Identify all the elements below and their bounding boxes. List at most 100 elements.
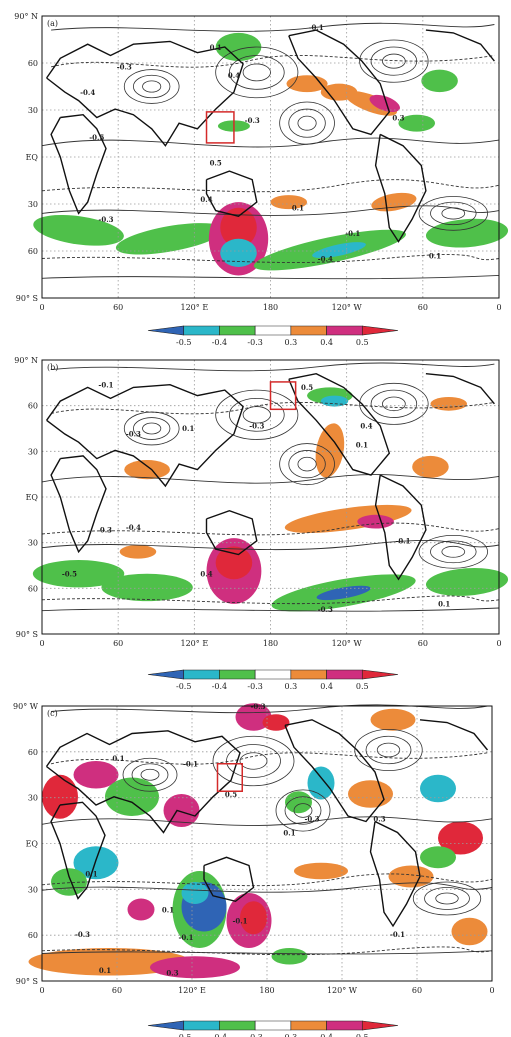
contour-label: 0.1 xyxy=(429,252,441,261)
contour-label: 0.1 xyxy=(438,600,450,609)
anomaly-patch xyxy=(420,846,456,869)
lon-tick-label: 120° E xyxy=(178,986,206,995)
colorbar-tick-label: -0.3 xyxy=(247,682,262,691)
contour-label: 0.1 xyxy=(210,43,222,52)
contour-line xyxy=(41,595,500,605)
anomaly-patch xyxy=(294,862,348,880)
contour-label: -0.4 xyxy=(318,254,333,263)
contour-line xyxy=(41,882,493,893)
grid-lines xyxy=(42,706,492,981)
contour-loop xyxy=(412,881,482,916)
contour-loop xyxy=(418,534,488,569)
lat-label-bottom: 90° S xyxy=(16,977,38,986)
coastline xyxy=(288,29,391,136)
colorbar-tick-label: 0.5 xyxy=(356,338,369,347)
contour-loop xyxy=(242,63,271,82)
coastline xyxy=(203,856,255,903)
lon-tick-label: 60 xyxy=(112,986,122,995)
anomaly-patch xyxy=(101,573,193,602)
anomaly-patch xyxy=(425,567,509,596)
contour-line xyxy=(41,873,493,887)
contour-label: 0.5 xyxy=(301,383,313,392)
contour-line xyxy=(41,205,500,216)
contour-line xyxy=(41,540,500,551)
contour-loop xyxy=(441,545,466,558)
contour-line xyxy=(41,137,500,148)
colorbar-segment xyxy=(147,1020,185,1031)
contour-line xyxy=(41,254,500,263)
contour-loop xyxy=(376,742,401,758)
coastline xyxy=(374,474,427,581)
coastline xyxy=(50,801,106,900)
anomaly-patch xyxy=(262,714,290,731)
anomaly-patch xyxy=(270,195,308,210)
anomaly-patch xyxy=(421,69,458,93)
anomaly-patch xyxy=(127,898,155,921)
contour-line xyxy=(41,816,493,826)
map-frame xyxy=(41,359,500,635)
contour-label: 0.4 xyxy=(228,71,240,80)
contour-label: -0.1 xyxy=(232,916,247,925)
colorbar-tick-label: -0.4 xyxy=(212,682,227,691)
panel-label: (c) xyxy=(47,709,58,718)
contour-loop xyxy=(382,396,406,412)
contour-loop xyxy=(293,803,313,818)
lat-tick-label: 30 xyxy=(28,885,38,894)
anomaly-patch xyxy=(271,948,308,965)
lat-label-top: 90° W xyxy=(13,702,39,711)
contour-loop xyxy=(239,752,268,770)
contour-loop xyxy=(140,768,160,781)
lat-tick-label: EQ xyxy=(26,840,39,849)
anomaly-patch xyxy=(220,207,257,248)
colorbar-tick-label: 0.5 xyxy=(356,682,369,691)
contour-line xyxy=(41,522,500,536)
contour-label: -0.3 xyxy=(304,815,319,824)
contour-label: 0.3 xyxy=(100,526,112,535)
anomaly-patch xyxy=(105,777,159,816)
lon-tick-label: 60 xyxy=(418,303,428,312)
anomaly-patch xyxy=(42,774,78,819)
lat-tick-label: EQ xyxy=(26,153,39,162)
anomaly-patch xyxy=(28,948,191,976)
colorbar-tick-label: -0.5 xyxy=(176,338,191,347)
contour-loop xyxy=(228,55,285,90)
anomaly-patch xyxy=(371,192,417,212)
anomaly-patch xyxy=(220,238,257,267)
colorbar-segment xyxy=(219,325,256,336)
contour-loop xyxy=(418,196,488,231)
contour-line xyxy=(41,474,500,484)
anomaly-patch xyxy=(235,703,272,731)
contour-loop xyxy=(382,53,406,69)
lon-tick-label: 180 xyxy=(263,639,278,648)
colorbar: -0.5 -0.4 -0.3 0.3 0.4 0.5 xyxy=(147,669,399,691)
anomaly-patch xyxy=(398,114,436,132)
colorbar-segment xyxy=(183,1020,220,1031)
contour-label: 0.3 xyxy=(166,969,178,978)
lat-tick-label: 30 xyxy=(28,200,38,209)
contour-loop xyxy=(297,456,317,472)
contour-label: -0.1 xyxy=(345,229,360,238)
contour-line xyxy=(41,179,500,193)
colorbar: -0.5 -0.4 -0.3 0.3 0.4 0.5 xyxy=(147,1020,399,1037)
coastline xyxy=(425,373,495,405)
anomaly-patch xyxy=(425,218,509,248)
contour-line xyxy=(41,274,500,280)
coastline xyxy=(45,730,241,834)
lat-tick-label: 60 xyxy=(28,931,38,940)
contour-label: 0.3 xyxy=(373,815,385,824)
contour-label: 0.1 xyxy=(99,966,111,975)
contour-label: -0.1 xyxy=(395,537,410,546)
contour-loop xyxy=(132,74,171,99)
anomaly-patch xyxy=(51,868,87,896)
anomaly-patch xyxy=(124,460,170,480)
contour-label: 0.4 xyxy=(200,195,212,204)
contour-label: -0.1 xyxy=(178,933,193,942)
colorbar-segment xyxy=(361,669,399,680)
lon-tick-label: 120° E xyxy=(181,639,209,648)
contour-loop xyxy=(131,763,169,787)
lat-tick-label: 60 xyxy=(28,247,38,256)
coastline xyxy=(288,372,391,476)
lon-tick-label: 60 xyxy=(113,303,123,312)
contour-label: -0.1 xyxy=(183,760,198,769)
colorbar: -0.5 -0.4 -0.3 0.3 0.4 0.5 xyxy=(147,325,399,347)
